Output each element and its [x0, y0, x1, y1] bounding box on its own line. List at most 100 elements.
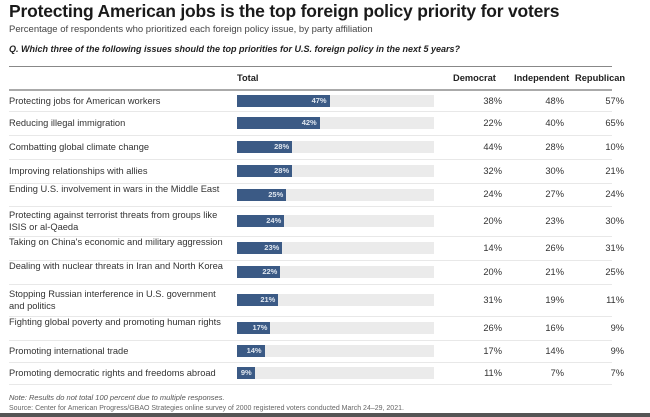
value-democrat: 24%: [483, 189, 502, 199]
table-row: Reducing illegal immigration 42% 22% 40% 65%: [9, 111, 624, 136]
bar-track: 42%: [237, 117, 434, 129]
row-label: Combatting global climate change: [9, 142, 150, 152]
top-divider: [9, 66, 612, 67]
bar-total: 22%: [237, 266, 281, 278]
row-label: Protecting jobs for American workers: [9, 96, 161, 106]
table-row: Combatting global climate change 28% 44% 28…: [9, 135, 624, 160]
value-republican: 25%: [605, 266, 624, 277]
value-democrat: 20%: [483, 266, 502, 277]
bar-total: 28%: [237, 141, 293, 153]
table-row: Promoting democratic rights and freedoms…: [9, 362, 624, 385]
column-header-total: Total: [237, 73, 259, 83]
value-republican: 7%: [610, 367, 624, 378]
value-republican: 10%: [605, 141, 624, 152]
row-label: Dealing with nuclear threats in Iran and…: [9, 261, 223, 271]
bar-total: 21%: [237, 294, 279, 306]
bar-track: 9%: [237, 367, 434, 379]
value-democrat: 44%: [483, 141, 502, 152]
row-label: Protecting against terrorist threats fro…: [9, 210, 218, 232]
column-header-democrat: Democrat: [453, 73, 496, 83]
bar-value-label: 24%: [266, 216, 282, 225]
value-republican: 57%: [605, 95, 624, 106]
bar-track: 22%: [237, 266, 434, 278]
table-row: Ending U.S. involvement in wars in the M…: [9, 183, 624, 207]
bar-value-label: 17%: [252, 323, 268, 332]
row-label: Taking on China's economic and military …: [9, 237, 223, 247]
bar-value-label: 28%: [274, 142, 290, 151]
row-label: Reducing illegal immigration: [9, 118, 126, 128]
value-democrat: 22%: [483, 117, 502, 128]
value-independent: 40%: [545, 117, 564, 128]
row-label: Promoting democratic rights and freedoms…: [9, 368, 216, 378]
bar-total: 17%: [237, 322, 271, 334]
value-independent: 30%: [545, 165, 564, 176]
bar-track: 28%: [237, 141, 434, 153]
chart-note: Note: Results do not total 100 percent d…: [9, 393, 225, 402]
table-row: Protecting against terrorist threats fro…: [9, 206, 624, 237]
bar-value-label: 28%: [274, 166, 290, 175]
value-independent: 21%: [545, 266, 564, 277]
bottom-edge: [0, 413, 650, 417]
chart-subtitle: Percentage of respondents who prioritize…: [9, 24, 373, 35]
bar-total: 14%: [237, 345, 265, 357]
bar-total: 42%: [237, 117, 320, 129]
value-democrat: 11%: [484, 367, 502, 378]
bar-value-label: 42%: [301, 118, 317, 127]
table-row: Protecting jobs for American workers 47% 3…: [9, 91, 624, 112]
value-independent: 26%: [545, 242, 564, 253]
value-independent: 23%: [545, 215, 564, 226]
bar-track: 47%: [237, 95, 434, 107]
value-republican: 9%: [610, 345, 624, 356]
value-independent: 7%: [550, 367, 564, 378]
value-independent: 14%: [545, 345, 564, 356]
table-row: Promoting international trade 14% 17% 14% 9%: [9, 340, 624, 363]
table-row: Stopping Russian interference in U.S. go…: [9, 284, 624, 317]
bar-value-label: 21%: [260, 295, 276, 304]
value-democrat: 26%: [483, 322, 502, 333]
value-democrat: 32%: [483, 165, 502, 176]
row-label: Ending U.S. involvement in wars in the M…: [9, 183, 220, 194]
table-row: Fighting global poverty and promoting hu…: [9, 316, 624, 341]
bar-total: 25%: [237, 188, 287, 201]
value-independent: 27%: [545, 189, 564, 199]
bar-total: 47%: [237, 95, 330, 107]
value-republican: 65%: [605, 117, 624, 128]
bar-value-label: 9%: [240, 368, 252, 377]
value-independent: 48%: [545, 95, 564, 106]
row-label: Promoting international trade: [9, 346, 129, 356]
value-republican: 21%: [605, 165, 624, 176]
table-row: Dealing with nuclear threats in Iran and…: [9, 260, 624, 285]
value-republican: 31%: [605, 242, 624, 253]
bar-track: 28%: [237, 165, 434, 177]
survey-question: Q. Which three of the following issues s…: [9, 44, 461, 54]
bar-value-label: 14%: [246, 346, 262, 355]
value-democrat: 38%: [483, 95, 502, 106]
bar-value-label: 25%: [268, 189, 284, 199]
bar-total: 9%: [237, 367, 255, 379]
bar-total: 28%: [237, 165, 293, 177]
value-republican: 24%: [605, 189, 624, 199]
value-democrat: 14%: [483, 242, 502, 253]
row-label: Improving relationships with allies: [9, 166, 148, 176]
bar-total: 23%: [237, 242, 283, 254]
value-republican: 9%: [610, 322, 624, 333]
chart-title: Protecting American jobs is the top fore…: [9, 1, 560, 21]
header-divider: [9, 89, 612, 91]
value-democrat: 17%: [483, 345, 502, 356]
value-independent: 28%: [545, 141, 564, 152]
row-label: Stopping Russian interference in U.S. go…: [9, 289, 216, 311]
bar-value-label: 23%: [264, 243, 280, 252]
value-independent: 19%: [545, 294, 564, 305]
column-header-independent: Independent: [514, 73, 570, 83]
bar-track: 25%: [237, 188, 434, 201]
bar-total: 24%: [237, 215, 285, 227]
value-republican: 11%: [606, 294, 624, 305]
bar-track: 21%: [237, 294, 434, 306]
row-label: Fighting global poverty and promoting hu…: [9, 317, 221, 327]
bar-track: 14%: [237, 345, 434, 357]
bar-value-label: 47%: [311, 96, 327, 105]
bar-track: 23%: [237, 242, 434, 254]
value-democrat: 31%: [483, 294, 502, 305]
value-republican: 30%: [605, 215, 624, 226]
bar-value-label: 22%: [262, 267, 278, 276]
